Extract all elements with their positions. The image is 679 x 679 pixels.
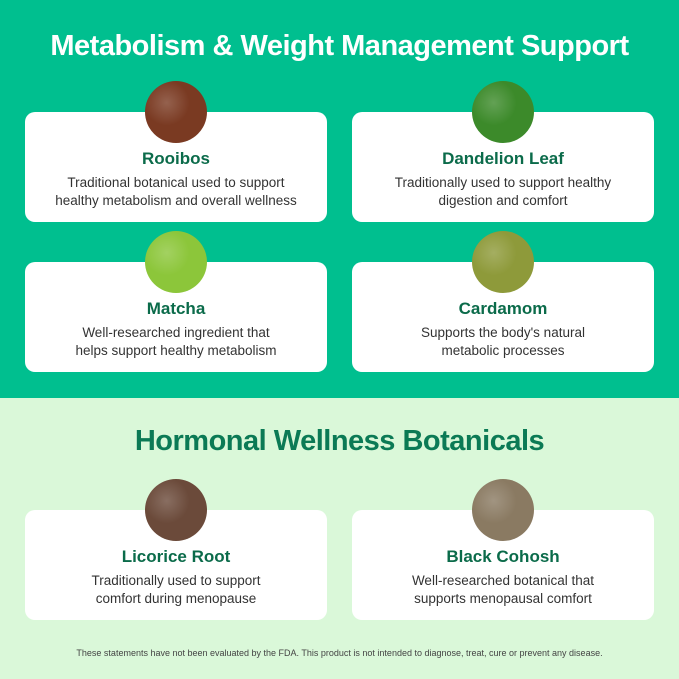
ingredient-description: Traditionally used to support comfort dur… (91, 573, 261, 606)
ingredient-image (472, 231, 534, 293)
ingredient-description: Supports the body's natural metabolic pro… (421, 325, 585, 358)
fda-disclaimer: These statements have not been evaluated… (76, 648, 603, 658)
ingredient-image (472, 81, 534, 143)
ingredient-card: Rooibos Traditional botanical used to su… (25, 112, 327, 222)
section-title: Metabolism & Weight Management Support (50, 30, 629, 62)
ingredient-name: Rooibos (142, 149, 210, 168)
ingredient-description: Traditionally used to support healthy dig… (394, 175, 612, 208)
ingredient-description: Well-researched ingredient that helps sup… (75, 325, 277, 358)
ingredient-description: Well-researched botanical that supports m… (411, 573, 595, 606)
ingredient-name: Dandelion Leaf (442, 149, 564, 168)
ingredient-image (145, 479, 207, 541)
ingredient-name: Licorice Root (121, 547, 231, 566)
section-title: Hormonal Wellness Botanicals (134, 425, 545, 457)
ingredient-name: Matcha (146, 299, 206, 318)
ingredient-description: Traditional botanical used to support hea… (55, 175, 297, 208)
ingredient-image (145, 231, 207, 293)
ingredient-name: Cardamom (458, 299, 548, 318)
ingredient-name: Black Cohosh (446, 547, 560, 566)
ingredient-image (472, 479, 534, 541)
ingredient-image (145, 81, 207, 143)
ingredient-card: Dandelion Leaf Traditionally used to sup… (352, 112, 654, 222)
